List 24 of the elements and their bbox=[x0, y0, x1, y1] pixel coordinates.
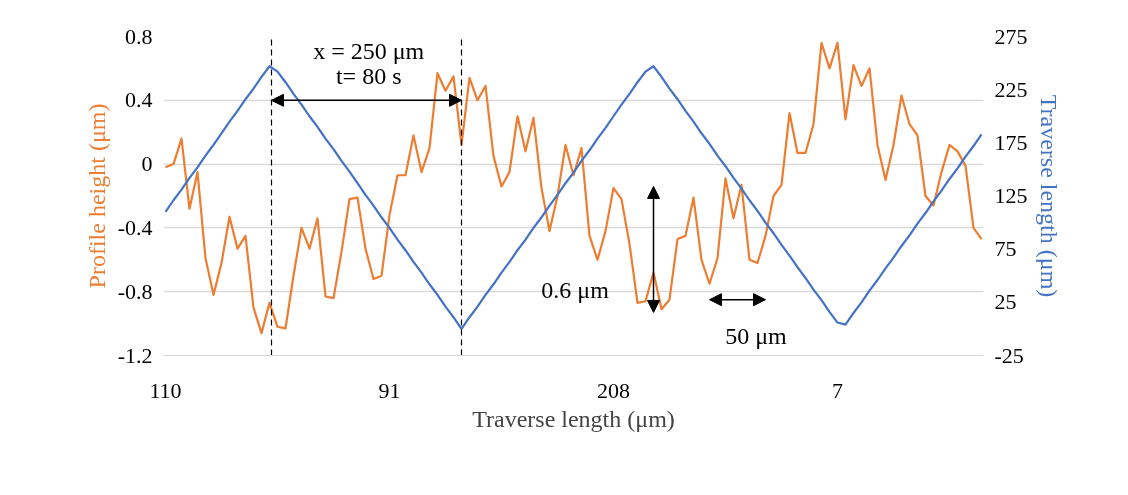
x-tick-label: 110 bbox=[149, 377, 182, 403]
y2-tick-label: 75 bbox=[994, 236, 1017, 262]
y-tick-label: -1.2 bbox=[117, 342, 153, 368]
y2-tick-label: 225 bbox=[994, 76, 1028, 102]
y2-tick-label: 275 bbox=[994, 23, 1028, 49]
y2-tick-label: 175 bbox=[994, 129, 1028, 155]
y-axis-title: Profile height (μm) bbox=[83, 103, 110, 289]
y2-axis-title: Traverse length (μm) bbox=[1035, 94, 1062, 298]
y-tick-label: 0.8 bbox=[125, 23, 153, 49]
annotation: x = 250 μm bbox=[313, 37, 425, 64]
x-tick-label: 7 bbox=[832, 377, 843, 403]
y2-tick-label: -25 bbox=[994, 342, 1024, 368]
y2-tick-label: 125 bbox=[994, 183, 1028, 208]
x-tick-label: 208 bbox=[597, 377, 630, 403]
y-tick-label: -0.8 bbox=[117, 278, 153, 304]
annotation: t= 80 s bbox=[335, 63, 402, 90]
y-tick-label: 0.4 bbox=[125, 87, 153, 113]
x-tick-label: 91 bbox=[378, 377, 401, 403]
annotation: 0.6 μm bbox=[541, 277, 610, 304]
x-axis-title: Traverse length (μm) bbox=[472, 405, 675, 432]
y-tick-label: 0 bbox=[141, 151, 153, 177]
y-tick-label: -0.4 bbox=[117, 214, 153, 240]
annotation: 50 μm bbox=[725, 323, 787, 350]
y2-tick-label: 25 bbox=[994, 289, 1017, 315]
